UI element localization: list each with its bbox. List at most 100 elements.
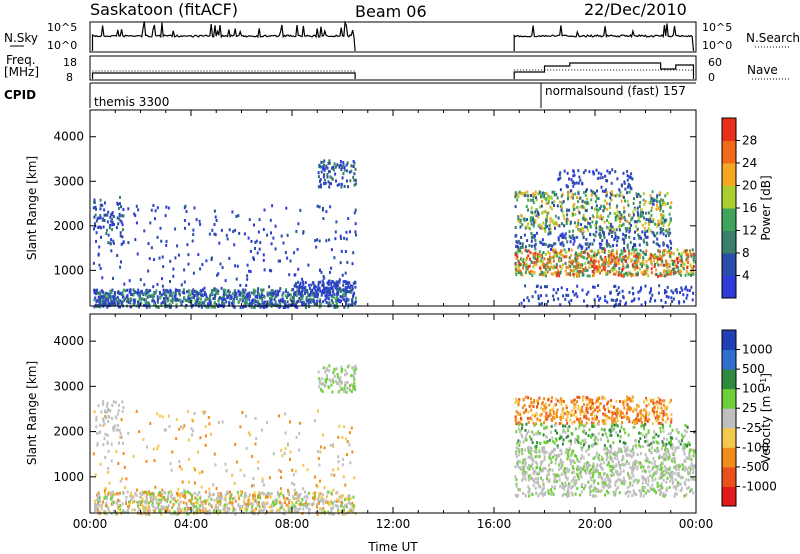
data-cell <box>315 290 318 294</box>
data-cell <box>606 456 609 460</box>
data-cell <box>656 231 659 235</box>
data-cell <box>543 257 546 261</box>
data-cell <box>273 499 276 503</box>
data-cell <box>582 216 585 220</box>
data-cell <box>145 298 148 302</box>
data-cell <box>284 510 287 514</box>
data-cell <box>182 288 185 292</box>
data-cell <box>330 298 333 302</box>
data-cell <box>618 291 621 295</box>
data-cell <box>654 262 656 266</box>
data-cell <box>340 387 343 391</box>
data-cell <box>629 466 632 470</box>
data-cell <box>187 298 190 301</box>
data-cell <box>647 211 650 215</box>
data-cell <box>298 283 301 287</box>
data-cell <box>544 218 547 222</box>
data-cell <box>197 450 200 454</box>
data-cell <box>174 256 177 260</box>
data-cell <box>344 483 347 487</box>
data-cell <box>112 297 115 301</box>
data-cell <box>253 491 256 495</box>
data-cell <box>247 236 250 240</box>
data-cell <box>239 468 242 472</box>
data-cell <box>334 297 337 301</box>
data-cell <box>594 200 597 204</box>
data-cell <box>533 261 536 264</box>
data-cell <box>566 208 569 212</box>
nsearch-tick-bottom: 10^0 <box>702 39 732 52</box>
data-cell <box>581 288 584 292</box>
data-cell <box>126 299 128 303</box>
data-cell <box>620 249 623 253</box>
data-cell <box>146 493 149 497</box>
data-cell <box>120 242 123 246</box>
data-cell <box>623 255 626 259</box>
data-cell <box>622 266 625 270</box>
data-cell <box>219 503 222 507</box>
data-cell <box>262 253 265 257</box>
data-cell <box>606 473 609 477</box>
data-cell <box>645 264 648 268</box>
data-cell <box>282 241 285 245</box>
nsky-series-1 <box>91 20 356 52</box>
data-cell <box>517 268 520 272</box>
data-cell <box>225 469 228 473</box>
data-cell <box>683 267 685 271</box>
data-cell <box>632 273 635 277</box>
data-cell <box>288 293 291 297</box>
data-cell <box>304 302 307 306</box>
data-cell <box>154 291 157 295</box>
data-cell <box>584 485 587 489</box>
data-cell <box>115 512 118 516</box>
data-cell <box>297 299 299 303</box>
data-cell <box>573 274 575 278</box>
data-cell <box>626 227 629 231</box>
data-cell <box>586 201 589 204</box>
data-cell <box>251 505 254 509</box>
data-cell <box>613 263 616 267</box>
data-cell <box>676 480 679 484</box>
data-cell <box>624 449 627 453</box>
nave-tick-top: 60 <box>708 56 722 69</box>
data-cell <box>228 228 231 232</box>
data-cell <box>529 272 532 276</box>
data-cell <box>201 470 204 474</box>
data-cell <box>311 290 314 294</box>
data-cell <box>657 291 660 295</box>
data-cell <box>122 288 125 292</box>
data-cell <box>525 267 528 271</box>
data-cell <box>214 215 217 219</box>
data-cell <box>121 477 124 481</box>
data-cell <box>139 495 142 499</box>
data-cell <box>168 414 170 418</box>
data-cell <box>529 216 532 220</box>
data-cell <box>119 202 121 206</box>
data-cell <box>525 270 527 274</box>
data-cell <box>641 223 644 227</box>
data-cell <box>321 279 324 283</box>
data-cell <box>204 425 207 429</box>
data-cell <box>319 179 321 183</box>
data-cell <box>626 169 629 173</box>
data-cell <box>266 421 268 424</box>
data-cell <box>592 190 595 194</box>
data-cell <box>121 214 124 218</box>
data-cell <box>686 266 689 270</box>
data-cell <box>668 471 671 475</box>
data-cell <box>354 208 357 212</box>
data-cell <box>121 400 124 404</box>
data-cell <box>634 254 637 258</box>
data-cell <box>118 217 121 221</box>
data-cell <box>102 290 105 294</box>
colorbar-swatch <box>722 185 736 209</box>
data-cell <box>517 249 520 252</box>
data-cell <box>606 489 608 493</box>
data-cell <box>620 274 623 278</box>
data-cell <box>622 232 625 236</box>
data-cell <box>570 248 573 252</box>
data-cell <box>587 221 590 225</box>
data-cell <box>346 161 349 165</box>
data-cell <box>99 207 102 211</box>
data-cell <box>199 222 202 226</box>
